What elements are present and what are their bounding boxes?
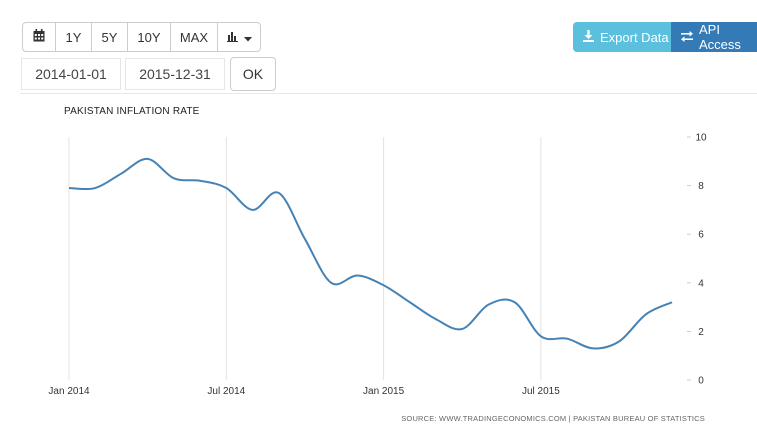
range-5y-button[interactable]: 5Y: [91, 22, 128, 52]
calendar-button[interactable]: [22, 22, 56, 52]
y-tick-label: 2: [698, 327, 704, 338]
range-1y-button[interactable]: 1Y: [55, 22, 92, 52]
y-tick-label: 0: [698, 376, 704, 387]
x-tick-label: Jul 2014: [207, 386, 245, 397]
x-tick-label: Jan 2015: [363, 386, 405, 397]
api-access-button[interactable]: API Access: [671, 22, 757, 52]
range-10y-button[interactable]: 10Y: [127, 22, 171, 52]
inflation-rate-line: [68, 157, 673, 350]
calendar-icon: [33, 29, 45, 45]
y-tick-label: 6: [698, 230, 704, 241]
end-date-input[interactable]: 2015-12-31: [125, 58, 225, 90]
toolbar-divider: [20, 93, 757, 94]
exchange-icon: [681, 30, 693, 45]
bar-chart-icon: [226, 30, 241, 45]
range-max-button[interactable]: MAX: [170, 22, 218, 52]
caret-down-icon: [243, 30, 252, 45]
export-data-button[interactable]: Export Data: [573, 22, 672, 52]
download-icon: [583, 29, 594, 45]
y-tick-label: 4: [698, 278, 704, 289]
export-data-label: Export Data: [600, 29, 669, 45]
x-tick-label: Jul 2015: [522, 386, 560, 397]
y-tick-label: 8: [698, 181, 704, 192]
chart-source: SOURCE: WWW.TRADINGECONOMICS.COM | PAKIS…: [401, 414, 705, 423]
x-tick-label: Jan 2014: [48, 386, 90, 397]
start-date-input[interactable]: 2014-01-01: [21, 58, 121, 90]
ok-button[interactable]: OK: [230, 57, 276, 91]
y-tick-label: 10: [695, 133, 707, 144]
chart-title: PAKISTAN INFLATION RATE: [64, 106, 200, 117]
api-access-label: API Access: [699, 22, 741, 52]
chart-type-dropdown[interactable]: [217, 22, 261, 52]
